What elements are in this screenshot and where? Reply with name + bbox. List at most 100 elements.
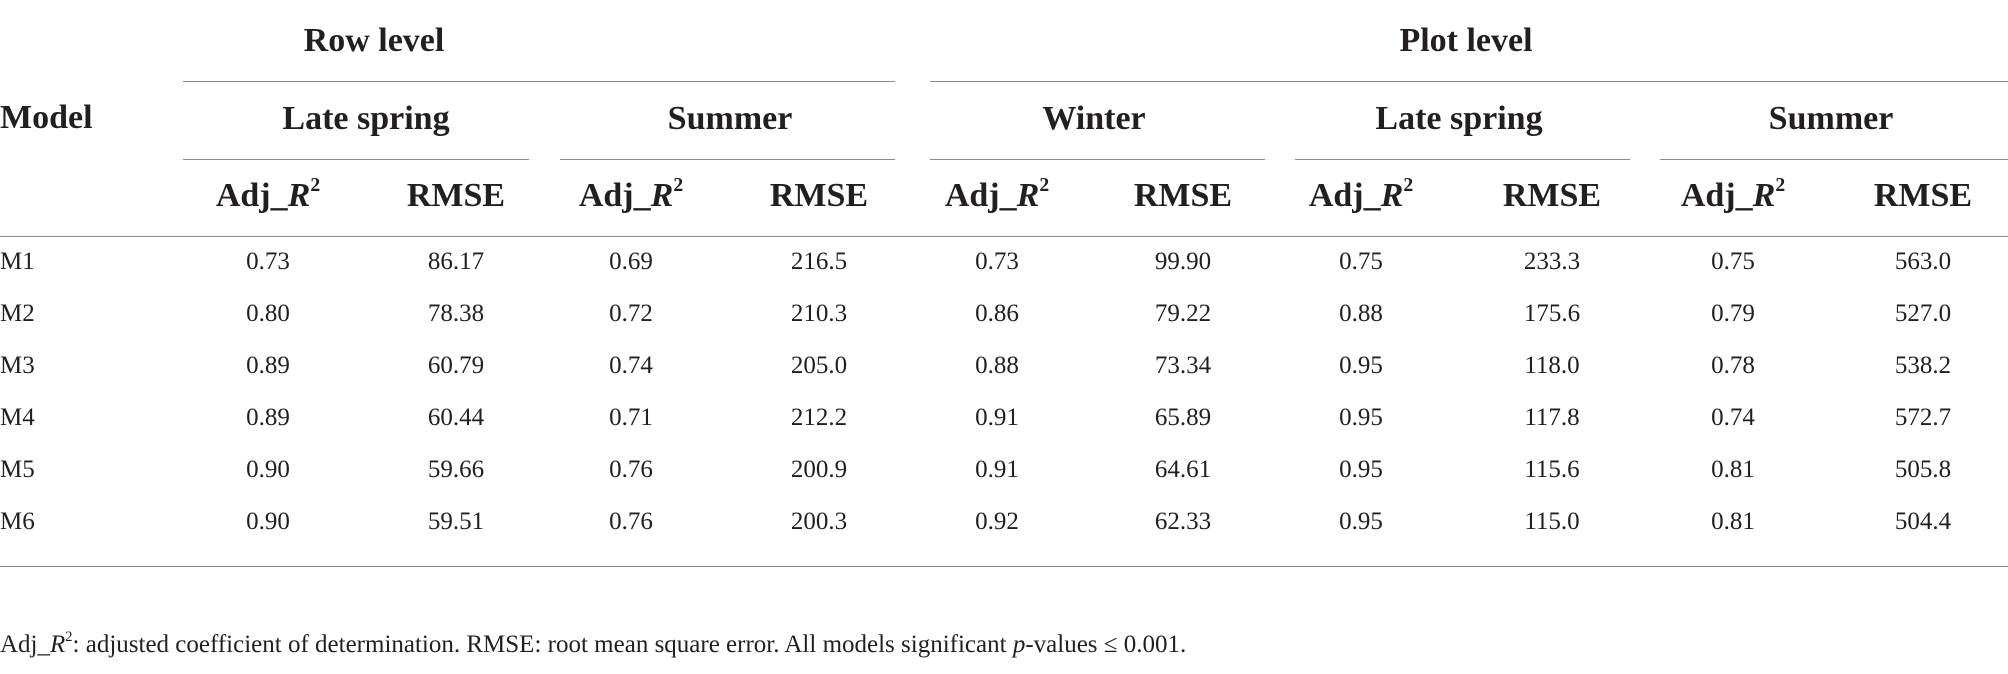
metric-header-rmse: RMSE <box>769 177 869 214</box>
footnote-text-1: : adjusted coefficient of determination.… <box>72 631 1013 658</box>
metric-header-rmse: RMSE <box>1133 177 1233 214</box>
metric-adj-var: R <box>287 177 311 214</box>
metric-header-rmse: RMSE <box>406 177 506 214</box>
cell-adj-r2: 0.89 <box>246 352 290 379</box>
footnote-p-var: p <box>1012 631 1026 658</box>
cell-adj-r2: 0.73 <box>246 248 290 275</box>
column-header-model: Model <box>0 99 93 136</box>
group-header-row-level: Row level <box>303 22 445 59</box>
metric-adj-prefix: Adj_ <box>944 177 1017 214</box>
cell-rmse: 212.2 <box>790 404 848 431</box>
metric-adj-sup: 2 <box>1403 174 1414 197</box>
cell-rmse: 60.44 <box>427 404 485 431</box>
cell-rmse: 115.6 <box>1524 456 1580 483</box>
row-model-label: M4 <box>0 404 35 431</box>
cell-rmse: 527.0 <box>1894 300 1952 327</box>
metric-header-adj-r2: Adj_R2 <box>1648 174 1818 216</box>
cell-rmse: 205.0 <box>790 352 848 379</box>
season-rule-2 <box>560 159 895 160</box>
cell-rmse: 73.34 <box>1154 352 1212 379</box>
cell-adj-r2: 0.95 <box>1339 352 1383 379</box>
cell-adj-r2: 0.86 <box>975 300 1019 327</box>
cell-rmse: 538.2 <box>1894 352 1952 379</box>
cell-adj-r2: 0.76 <box>609 456 653 483</box>
cell-adj-r2: 0.81 <box>1711 456 1755 483</box>
cell-adj-r2: 0.80 <box>246 300 290 327</box>
cell-rmse: 78.38 <box>427 300 485 327</box>
header-bottom-rule <box>0 236 2008 237</box>
cell-adj-r2: 0.81 <box>1711 508 1755 535</box>
cell-adj-r2: 0.88 <box>975 352 1019 379</box>
cell-rmse: 210.3 <box>790 300 848 327</box>
cell-adj-r2: 0.95 <box>1339 508 1383 535</box>
cell-rmse: 200.3 <box>790 508 848 535</box>
footnote-adj-prefix: Adj_ <box>0 631 50 658</box>
cell-adj-r2: 0.79 <box>1711 300 1755 327</box>
season-header-late-spring-plot: Late spring <box>1375 100 1543 137</box>
cell-adj-r2: 0.71 <box>609 404 653 431</box>
metric-header-rmse: RMSE <box>1873 177 1973 214</box>
metric-header-rmse: RMSE <box>1502 177 1602 214</box>
cell-rmse: 572.7 <box>1894 404 1952 431</box>
cell-adj-r2: 0.89 <box>246 404 290 431</box>
season-header-summer-plot: Summer <box>1768 100 1894 137</box>
cell-adj-r2: 0.91 <box>975 404 1019 431</box>
metric-adj-var: R <box>650 177 674 214</box>
row-model-label: M3 <box>0 352 35 379</box>
table-bottom-rule <box>0 566 2008 567</box>
cell-rmse: 60.79 <box>427 352 485 379</box>
metric-adj-prefix: Adj_ <box>215 177 288 214</box>
row-model-label: M6 <box>0 508 35 535</box>
cell-rmse: 99.90 <box>1154 248 1212 275</box>
cell-adj-r2: 0.95 <box>1339 404 1383 431</box>
metric-adj-sup: 2 <box>1775 174 1786 197</box>
group-rule-row-level <box>183 81 895 82</box>
metric-adj-sup: 2 <box>1039 174 1050 197</box>
footnote-text-2: -values ≤ 0.001. <box>1025 631 1187 658</box>
season-rule-3 <box>930 159 1265 160</box>
row-model-label: M2 <box>0 300 35 327</box>
season-header-winter-plot: Winter <box>1042 100 1146 137</box>
metric-adj-prefix: Adj_ <box>1680 177 1753 214</box>
cell-rmse: 504.4 <box>1894 508 1952 535</box>
cell-adj-r2: 0.75 <box>1711 248 1755 275</box>
cell-adj-r2: 0.90 <box>246 508 290 535</box>
cell-rmse: 79.22 <box>1154 300 1212 327</box>
season-rule-1 <box>183 159 529 160</box>
season-header-summer-row: Summer <box>667 100 793 137</box>
cell-rmse: 59.66 <box>427 456 485 483</box>
row-model-label: M5 <box>0 456 35 483</box>
cell-adj-r2: 0.91 <box>975 456 1019 483</box>
cell-rmse: 115.0 <box>1524 508 1580 535</box>
cell-adj-r2: 0.75 <box>1339 248 1383 275</box>
metric-header-adj-r2: Adj_R2 <box>183 174 353 216</box>
cell-rmse: 505.8 <box>1894 456 1952 483</box>
group-rule-plot-level <box>930 81 2008 82</box>
cell-adj-r2: 0.92 <box>975 508 1019 535</box>
metric-header-adj-r2: Adj_R2 <box>546 175 716 216</box>
cell-rmse: 86.17 <box>427 248 485 275</box>
cell-adj-r2: 0.90 <box>246 456 290 483</box>
metric-adj-var: R <box>1380 177 1404 214</box>
cell-adj-r2: 0.74 <box>609 352 653 379</box>
cell-adj-r2: 0.88 <box>1339 300 1383 327</box>
cell-rmse: 64.61 <box>1154 456 1212 483</box>
cell-adj-r2: 0.73 <box>975 248 1019 275</box>
metric-adj-var: R <box>1016 177 1040 214</box>
cell-adj-r2: 0.69 <box>609 248 653 275</box>
cell-rmse: 216.5 <box>790 248 848 275</box>
footnote-adj-var: R <box>50 631 66 658</box>
cell-rmse: 118.0 <box>1524 352 1580 379</box>
cell-rmse: 65.89 <box>1154 404 1212 431</box>
season-header-late-spring-row: Late spring <box>282 100 450 137</box>
cell-adj-r2: 0.74 <box>1711 404 1755 431</box>
group-header-plot-level: Plot level <box>1399 22 1533 59</box>
footnote-adj-sup: 2 <box>65 629 73 646</box>
metric-adj-sup: 2 <box>310 174 321 197</box>
cell-rmse: 59.51 <box>427 508 485 535</box>
cell-adj-r2: 0.76 <box>609 508 653 535</box>
cell-rmse: 200.9 <box>790 456 848 483</box>
cell-adj-r2: 0.95 <box>1339 456 1383 483</box>
cell-rmse: 62.33 <box>1154 508 1212 535</box>
cell-rmse: 117.8 <box>1524 404 1580 431</box>
